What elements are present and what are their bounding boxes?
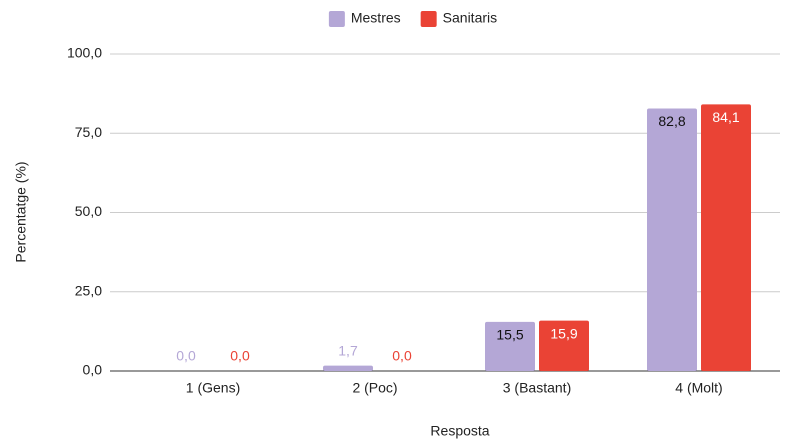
y-tick-label: 0,0 <box>83 362 103 378</box>
data-label: 1,7 <box>338 342 358 358</box>
legend-swatch <box>420 11 437 27</box>
y-axis-label: Percentatge (%) <box>13 161 29 262</box>
data-label: 82,8 <box>658 113 685 129</box>
data-label: 84,1 <box>712 109 739 125</box>
x-tick-label: 1 (Gens) <box>186 380 240 396</box>
bar <box>539 320 589 371</box>
bar <box>701 104 751 371</box>
data-label: 15,9 <box>550 325 577 341</box>
data-label: 0,0 <box>176 348 196 364</box>
y-tick-label: 25,0 <box>75 282 102 298</box>
x-axis-label: Resposta <box>430 423 489 439</box>
bar <box>647 108 697 372</box>
legend-label: Sanitaris <box>443 10 497 26</box>
legend-swatch <box>328 11 345 27</box>
legend-label: Mestres <box>351 10 401 26</box>
data-label: 0,0 <box>392 348 412 364</box>
bar <box>485 321 535 371</box>
y-tick-label: 50,0 <box>75 203 102 219</box>
x-tick-label: 4 (Molt) <box>675 380 722 396</box>
x-tick-label: 3 (Bastant) <box>503 380 571 396</box>
x-tick-label: 2 (Poc) <box>352 380 397 396</box>
y-tick-label: 100,0 <box>67 45 102 61</box>
bar <box>323 365 373 371</box>
data-label: 15,5 <box>496 327 523 343</box>
data-label: 0,0 <box>230 348 250 364</box>
y-tick-label: 75,0 <box>75 124 102 140</box>
